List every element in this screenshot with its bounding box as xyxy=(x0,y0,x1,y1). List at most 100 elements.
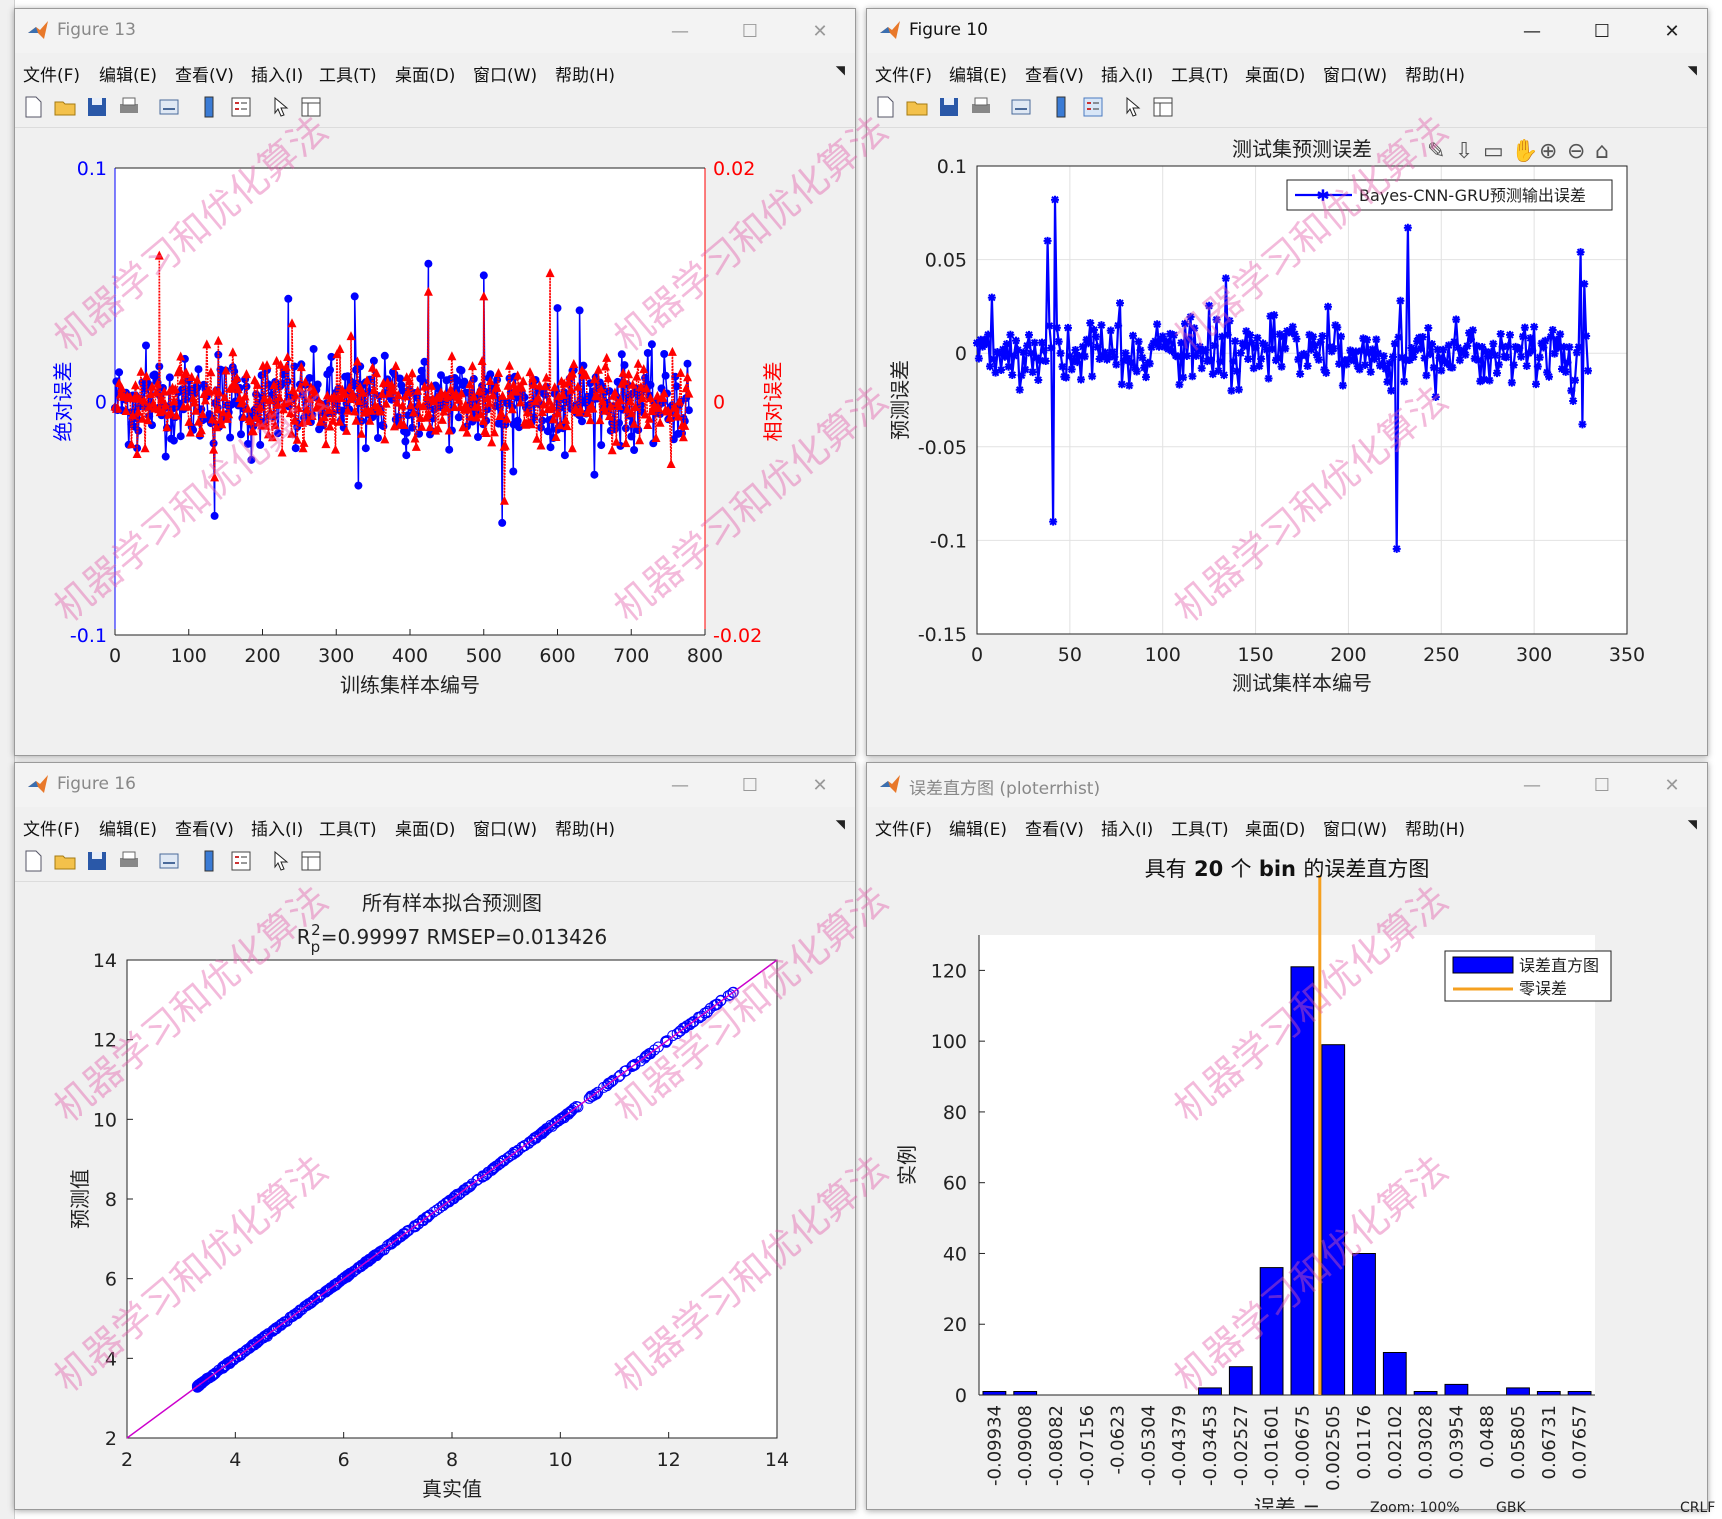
titlebar[interactable]: Figure 16 — ☐ ✕ xyxy=(15,763,855,807)
open-file-icon[interactable] xyxy=(905,95,929,119)
save-icon[interactable] xyxy=(85,95,109,119)
print-icon[interactable] xyxy=(117,95,141,119)
menu-insert[interactable]: 插入(I) xyxy=(1101,820,1154,840)
link-plot-icon[interactable] xyxy=(1009,95,1033,119)
maximize-button[interactable]: ☐ xyxy=(1593,774,1611,796)
open-file-icon[interactable] xyxy=(53,95,77,119)
new-figure-icon[interactable] xyxy=(21,849,45,873)
menu-dock-arrow-icon[interactable]: ◥ xyxy=(835,63,845,77)
property-inspector-icon[interactable] xyxy=(299,849,323,873)
maximize-button[interactable]: ☐ xyxy=(1593,20,1611,42)
save-icon[interactable] xyxy=(85,849,109,873)
menu-help[interactable]: 帮助(H) xyxy=(1405,66,1466,86)
titlebar[interactable]: Figure 10 — ☐ ✕ xyxy=(867,9,1707,53)
menu-file[interactable]: 文件(F) xyxy=(875,66,933,86)
menu-window[interactable]: 窗口(W) xyxy=(473,820,538,840)
menu-insert[interactable]: 插入(I) xyxy=(251,66,304,86)
x-tick-label: 0.05805 xyxy=(1508,1405,1529,1479)
training-error-chart[interactable]: 0 100 200 300 400 500 600 700 8000.10-0.10.020-0… xyxy=(15,128,855,756)
menu-edit[interactable]: 编辑(E) xyxy=(99,820,158,840)
new-figure-icon[interactable] xyxy=(873,95,897,119)
menu-window[interactable]: 窗口(W) xyxy=(1323,66,1388,86)
menu-dock-arrow-icon[interactable]: ◥ xyxy=(1687,63,1697,77)
data-point-prediction-error xyxy=(1090,325,1098,334)
menu-file[interactable]: 文件(F) xyxy=(23,66,81,86)
legend-icon[interactable] xyxy=(229,95,253,119)
data-point-prediction-error xyxy=(1541,336,1550,345)
legend-icon[interactable] xyxy=(229,849,253,873)
data-point-prediction-error xyxy=(1008,370,1017,379)
test-error-chart[interactable]: 0 50 100 150 200 250 300 350 0.1 0.05 0 -0.05 -0.1 -0… xyxy=(867,128,1707,756)
colorbar-icon[interactable] xyxy=(197,95,221,119)
close-button[interactable]: ✕ xyxy=(1664,774,1680,796)
colorbar-icon[interactable] xyxy=(1049,95,1073,119)
data-point-prediction-error xyxy=(1275,330,1284,339)
menu-window[interactable]: 窗口(W) xyxy=(1323,820,1388,840)
menu-dock-arrow-icon[interactable]: ◥ xyxy=(1687,817,1697,831)
maximize-button[interactable]: ☐ xyxy=(741,20,759,42)
pointer-icon[interactable] xyxy=(269,95,293,119)
menu-view[interactable]: 查看(V) xyxy=(175,820,234,840)
window-error-histogram[interactable]: 误差直方图 (ploterrhist) — ☐ ✕ 文件(F) 编辑(E) 查看… xyxy=(866,762,1708,1510)
minimize-button[interactable]: — xyxy=(671,774,689,796)
error-histogram-chart[interactable]: -0.09934 -0.09008 -0.08082 -0.07156 -0.0623-… xyxy=(867,842,1707,1510)
menu-desktop[interactable]: 桌面(D) xyxy=(395,66,456,86)
data-point-prediction-error xyxy=(1515,344,1524,353)
property-inspector-icon[interactable] xyxy=(299,95,323,119)
maximize-button[interactable]: ☐ xyxy=(741,774,759,796)
menu-desktop[interactable]: 桌面(D) xyxy=(395,820,456,840)
new-figure-icon[interactable] xyxy=(21,95,45,119)
data-point-relative-error xyxy=(409,407,419,417)
fit-prediction-chart[interactable]: 2 4 6 8 10 12 14 14 12 10 8 6 4 2 所有样本拟合预测图 Rp2=0.99997… xyxy=(15,882,855,1510)
data-point-prediction-error xyxy=(1420,354,1429,363)
window-figure-16[interactable]: Figure 16 — ☐ ✕ 文件(F) 编辑(E) 查看(V) 插入(I) … xyxy=(14,762,856,1510)
link-plot-icon[interactable] xyxy=(157,95,181,119)
menu-tools[interactable]: 工具(T) xyxy=(1171,66,1229,86)
menu-help[interactable]: 帮助(H) xyxy=(1405,820,1466,840)
menu-file[interactable]: 文件(F) xyxy=(875,820,933,840)
save-icon[interactable] xyxy=(937,95,961,119)
menu-insert[interactable]: 插入(I) xyxy=(1101,66,1154,86)
data-point-prediction-error xyxy=(1413,337,1422,346)
data-point-relative-error xyxy=(674,396,684,406)
window-figure-13[interactable]: Figure 13 — ☐ ✕ 文件(F) 编辑(E) 查看(V) 插入(I) … xyxy=(14,8,856,756)
menu-help[interactable]: 帮助(H) xyxy=(555,820,616,840)
menu-desktop[interactable]: 桌面(D) xyxy=(1245,820,1306,840)
minimize-button[interactable]: — xyxy=(1523,20,1541,42)
data-point-absolute-error xyxy=(513,416,522,425)
menu-view[interactable]: 查看(V) xyxy=(175,66,234,86)
minimize-button[interactable]: — xyxy=(671,20,689,42)
print-icon[interactable] xyxy=(969,95,993,119)
close-button[interactable]: ✕ xyxy=(812,20,828,42)
data-point-relative-error xyxy=(536,440,546,450)
menu-edit[interactable]: 编辑(E) xyxy=(99,66,158,86)
menu-edit[interactable]: 编辑(E) xyxy=(949,820,1008,840)
link-plot-icon[interactable] xyxy=(157,849,181,873)
titlebar[interactable]: 误差直方图 (ploterrhist) — ☐ ✕ xyxy=(867,763,1707,807)
pointer-icon[interactable] xyxy=(269,849,293,873)
menu-tools[interactable]: 工具(T) xyxy=(319,66,377,86)
pointer-icon[interactable] xyxy=(1121,95,1145,119)
close-button[interactable]: ✕ xyxy=(812,774,828,796)
menu-tools[interactable]: 工具(T) xyxy=(319,820,377,840)
minimize-button[interactable]: — xyxy=(1523,774,1541,796)
menu-file[interactable]: 文件(F) xyxy=(23,820,81,840)
close-button[interactable]: ✕ xyxy=(1664,20,1680,42)
menu-dock-arrow-icon[interactable]: ◥ xyxy=(835,817,845,831)
menu-help[interactable]: 帮助(H) xyxy=(555,66,616,86)
titlebar[interactable]: Figure 13 — ☐ ✕ xyxy=(15,9,855,53)
colorbar-icon[interactable] xyxy=(197,849,221,873)
legend-icon[interactable] xyxy=(1081,95,1105,119)
data-point xyxy=(398,1228,410,1240)
menu-view[interactable]: 查看(V) xyxy=(1025,66,1084,86)
menu-view[interactable]: 查看(V) xyxy=(1025,820,1084,840)
menu-edit[interactable]: 编辑(E) xyxy=(949,66,1008,86)
open-file-icon[interactable] xyxy=(53,849,77,873)
menu-desktop[interactable]: 桌面(D) xyxy=(1245,66,1306,86)
window-figure-10[interactable]: Figure 10 — ☐ ✕ 文件(F) 编辑(E) 查看(V) 插入(I) … xyxy=(866,8,1708,756)
menu-tools[interactable]: 工具(T) xyxy=(1171,820,1229,840)
print-icon[interactable] xyxy=(117,849,141,873)
menu-window[interactable]: 窗口(W) xyxy=(473,66,538,86)
menu-insert[interactable]: 插入(I) xyxy=(251,820,304,840)
property-inspector-icon[interactable] xyxy=(1151,95,1175,119)
